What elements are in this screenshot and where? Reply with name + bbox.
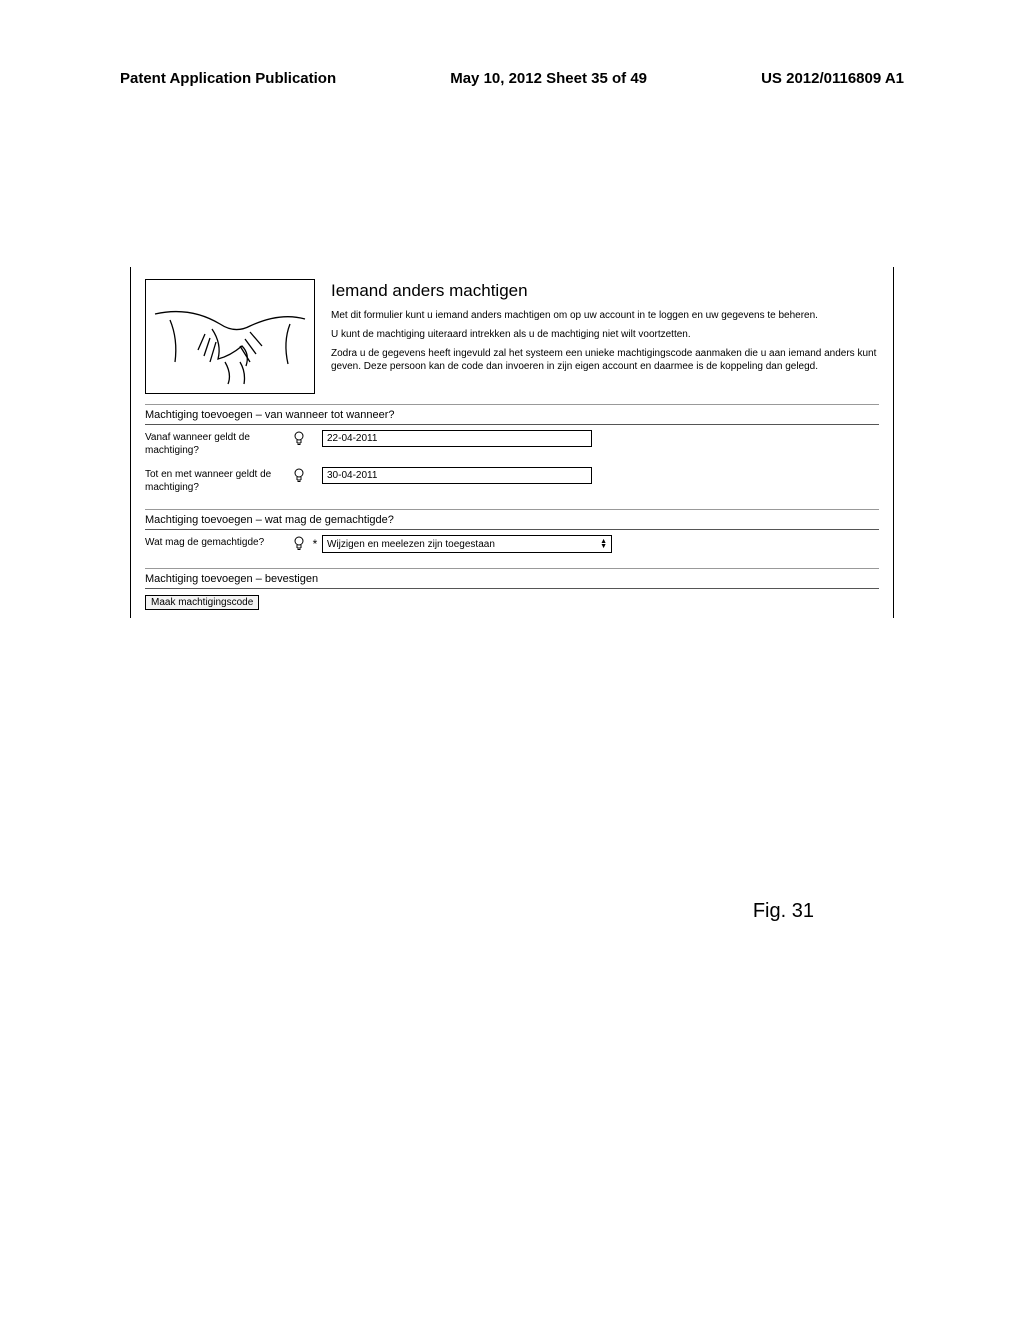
permissions-label: Wat mag de gemachtigde? <box>145 535 290 550</box>
field-row-until-date: Tot en met wanneer geldt de machtiging? <box>145 462 879 499</box>
header-middle: May 10, 2012 Sheet 35 of 49 <box>450 70 647 87</box>
page: Patent Application Publication May 10, 2… <box>0 0 1024 1320</box>
from-date-label: Vanaf wanneer geldt de machtiging? <box>145 430 290 457</box>
form-title: Iemand anders machtigen <box>331 281 879 301</box>
figure-label: Fig. 31 <box>753 900 814 923</box>
intro-paragraph-1: Met dit formulier kunt u iemand anders m… <box>331 309 879 322</box>
lightbulb-icon <box>293 536 305 551</box>
permissions-selected-value: Wijzigen en meelezen zijn toegestaan <box>327 539 495 550</box>
until-date-input[interactable] <box>322 467 592 484</box>
required-col-from <box>308 430 322 432</box>
section-heading-dates: Machtiging toevoegen – van wanneer tot w… <box>145 404 879 425</box>
lightbulb-icon <box>293 468 305 483</box>
field-row-from-date: Vanaf wanneer geldt de machtiging? <box>145 425 879 462</box>
form-intro-row: Iemand anders machtigen Met dit formulie… <box>145 279 879 394</box>
lightbulb-icon <box>293 431 305 446</box>
permissions-select[interactable]: Wijzigen en meelezen zijn toegestaan ▲▼ <box>322 535 612 553</box>
field-row-permissions: Wat mag de gemachtigde? * Wijzigen en me… <box>145 530 879 558</box>
intro-paragraph-3: Zodra u de gegevens heeft ingevuld zal h… <box>331 347 879 373</box>
handshake-icon <box>150 284 310 389</box>
header-left: Patent Application Publication <box>120 70 336 87</box>
section-heading-confirm: Machtiging toevoegen – bevestigen <box>145 568 879 589</box>
page-header: Patent Application Publication May 10, 2… <box>120 70 904 87</box>
handshake-illustration <box>145 279 315 394</box>
make-code-button[interactable]: Maak machtigingscode <box>145 595 259 610</box>
form-container: Iemand anders machtigen Met dit formulie… <box>130 267 894 618</box>
until-date-label: Tot en met wanneer geldt de machtiging? <box>145 467 290 494</box>
help-icon-from[interactable] <box>290 430 308 446</box>
header-right: US 2012/0116809 A1 <box>761 70 904 87</box>
help-icon-perm[interactable] <box>290 535 308 551</box>
intro-paragraph-2: U kunt de machtiging uiteraard intrekken… <box>331 328 879 341</box>
from-date-input[interactable] <box>322 430 592 447</box>
chevron-updown-icon: ▲▼ <box>600 539 609 549</box>
required-asterisk: * <box>308 535 322 551</box>
required-col-until <box>308 467 322 469</box>
section-heading-permissions: Machtiging toevoegen – wat mag de gemach… <box>145 509 879 530</box>
help-icon-until[interactable] <box>290 467 308 483</box>
form-intro-text: Iemand anders machtigen Met dit formulie… <box>331 279 879 394</box>
